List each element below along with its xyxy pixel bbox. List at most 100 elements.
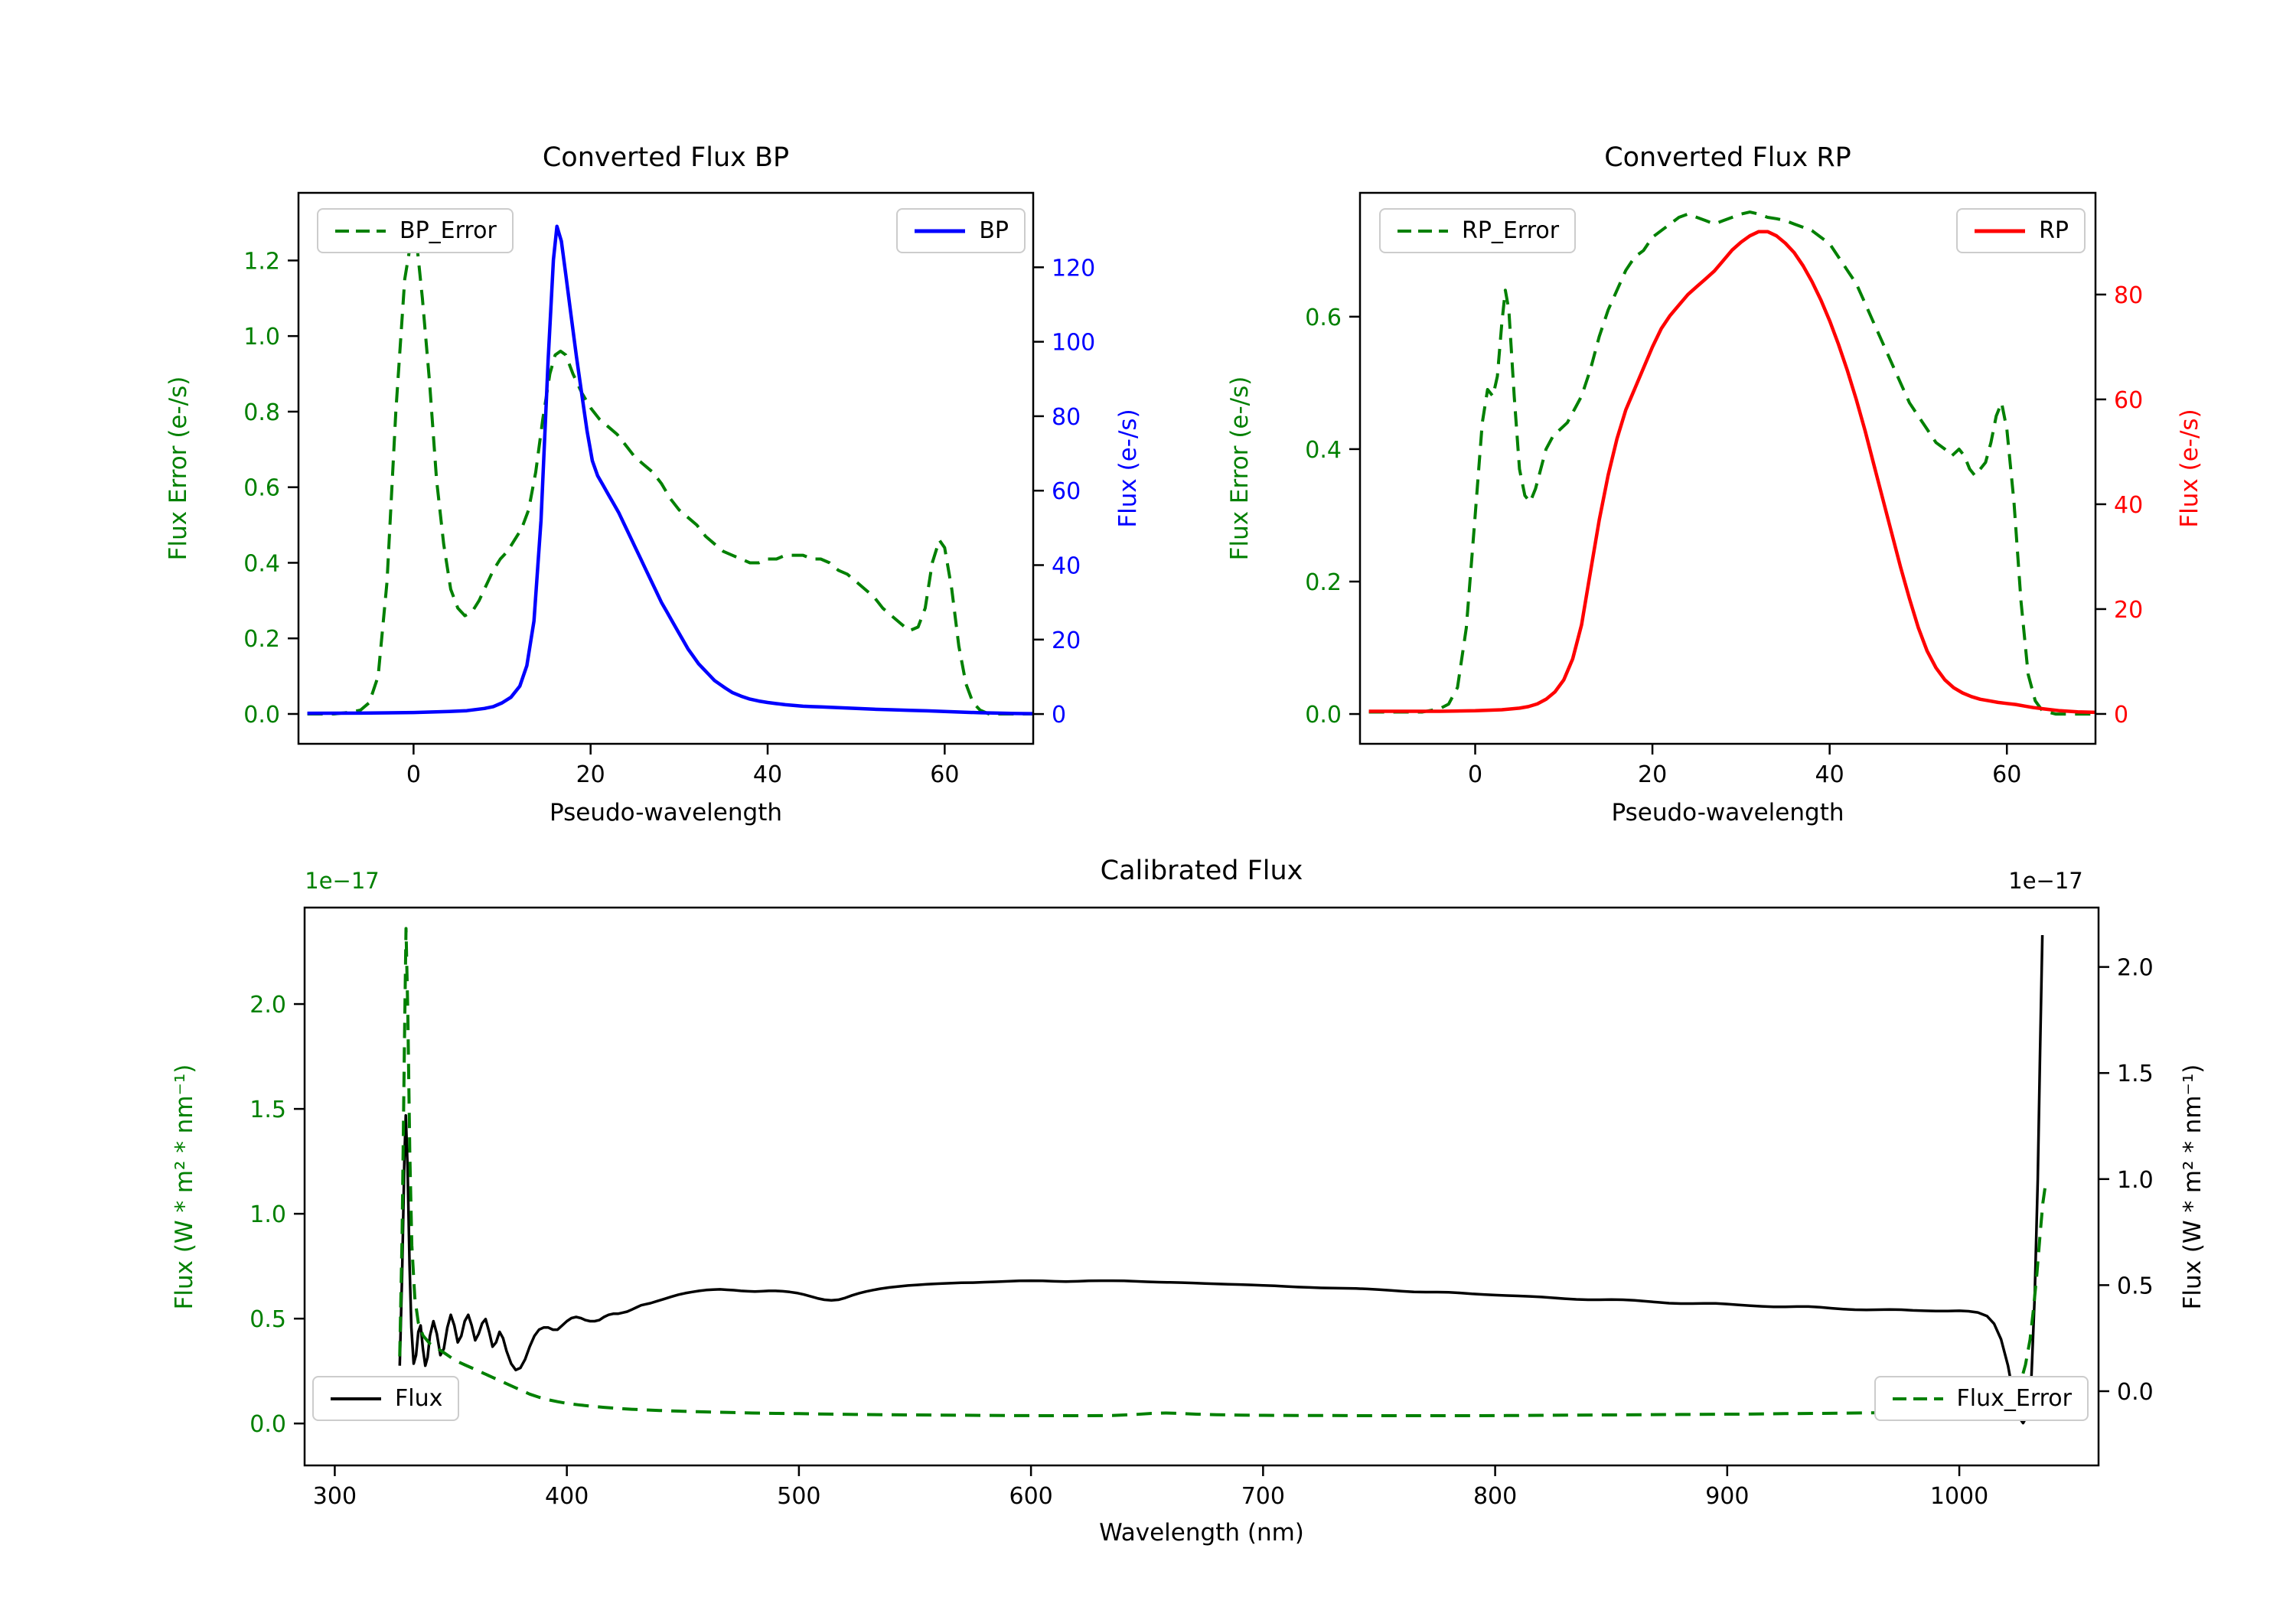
legend-rp: RP	[1956, 208, 2086, 253]
series-line-RP_Error	[1368, 210, 2095, 716]
legend-bp-error: BP_Error	[317, 208, 514, 253]
right-tick-label: 60	[2114, 387, 2143, 414]
legend-label-rp: RP	[2039, 217, 2069, 244]
ylabel-rp-error: Flux Error (e-/s)	[1226, 376, 1254, 561]
left-axis-ticks: 0.0 0.2 0.4 0.6 0.8 1.0 1.2	[243, 248, 298, 729]
ylabel-bp-flux: Flux (e-/s)	[1114, 409, 1142, 528]
series-line-Flux	[398, 934, 2044, 1425]
left-tick-label: 0.4	[1305, 437, 1342, 464]
chart-title-calibrated: Calibrated Flux	[1100, 856, 1303, 886]
legend-label-bp-error: BP_Error	[400, 217, 497, 244]
left-tick-label: 1.2	[243, 248, 280, 275]
right-tick-label: 0	[1052, 702, 1066, 729]
left-tick-label: 0.5	[249, 1306, 286, 1333]
ylabel-cal-left: Flux (W * m² * nm⁻¹)	[171, 1064, 198, 1310]
left-tick-label: 1.0	[249, 1201, 286, 1228]
x-tick-label: 60	[1992, 761, 2021, 788]
legend-label-flux: Flux	[395, 1385, 443, 1412]
left-tick-label: 0.0	[243, 702, 280, 729]
left-tick-label: 0.6	[243, 475, 280, 502]
left-axis-ticks: 0.0 0.2 0.4 0.6	[1305, 305, 1360, 729]
left-tick-label: 0.8	[243, 399, 280, 426]
xlabel-bp: Pseudo-wavelength	[549, 799, 782, 826]
xlabel-rp: Pseudo-wavelength	[1611, 799, 1844, 826]
right-tick-label: 80	[2114, 282, 2143, 309]
right-tick-label: 40	[1052, 553, 1081, 579]
legend-rp-error: RP_Error	[1379, 208, 1577, 253]
left-tick-label: 1.5	[249, 1097, 286, 1123]
x-tick-label: 0	[406, 761, 421, 788]
right-tick-label: 1.0	[2117, 1167, 2154, 1194]
right-tick-label: 100	[1052, 330, 1095, 357]
left-axis-ticks: 0.0 0.5 1.0 1.5 2.0	[249, 992, 305, 1438]
left-tick-label: 0.2	[1305, 569, 1342, 596]
xlabel-calibrated: Wavelength (nm)	[1099, 1519, 1304, 1547]
x-tick-label: 900	[1705, 1483, 1749, 1510]
legend-bp: BP	[896, 208, 1026, 253]
series-line-Flux_Error	[398, 927, 2047, 1417]
right-axis-ticks: 0 20 40 60 80	[2095, 282, 2143, 729]
x-tick-label: 40	[753, 761, 782, 788]
left-tick-label: 0.4	[243, 550, 280, 577]
dashed-line-icon	[1892, 1397, 1943, 1400]
right-axis-ticks: 0 20 40 60 80 100 120	[1033, 255, 1095, 729]
right-tick-label: 60	[1052, 478, 1081, 505]
x-axis-ticks: 0 20 40 60	[406, 744, 959, 788]
x-tick-label: 700	[1241, 1483, 1285, 1510]
right-tick-label: 1.5	[2117, 1061, 2154, 1087]
series-line-RP	[1368, 230, 2095, 715]
solid-line-icon	[1975, 229, 2026, 233]
left-tick-label: 0.6	[1305, 305, 1342, 331]
series-line-BP_Error	[307, 236, 1033, 715]
left-tick-label: 0.0	[249, 1411, 286, 1438]
ylabel-cal-right: Flux (W * m² * nm⁻¹)	[2179, 1064, 2206, 1310]
right-tick-label: 120	[1052, 255, 1095, 282]
ylabel-bp-error: Flux Error (e-/s)	[165, 376, 192, 561]
right-tick-label: 2.0	[2117, 955, 2154, 982]
x-axis-ticks: 0 20 40 60	[1468, 744, 2021, 788]
solid-line-icon	[915, 229, 966, 233]
dashed-line-icon	[1397, 229, 1448, 233]
legend-label-rp-error: RP_Error	[1462, 217, 1560, 244]
solid-line-icon	[331, 1397, 381, 1400]
plot-frame	[1358, 191, 2097, 745]
x-tick-label: 20	[1638, 761, 1667, 788]
chart-title-rp: Converted Flux RP	[1604, 142, 1851, 173]
left-tick-label: 1.0	[243, 324, 280, 350]
legend-label-flux-error: Flux_Error	[1956, 1385, 2072, 1412]
plot-frame	[303, 906, 2100, 1467]
x-tick-label: 800	[1473, 1483, 1517, 1510]
legend-flux: Flux	[312, 1376, 460, 1421]
right-tick-label: 40	[2114, 492, 2143, 519]
left-tick-label: 2.0	[249, 992, 286, 1019]
right-tick-label: 80	[1052, 404, 1081, 431]
right-tick-label: 20	[1052, 627, 1081, 654]
right-tick-label: 20	[2114, 597, 2143, 624]
series-line-BP	[307, 224, 1033, 715]
right-tick-label: 0	[2114, 702, 2128, 729]
right-tick-label: 0.0	[2117, 1379, 2154, 1406]
left-tick-label: 0.2	[243, 626, 280, 653]
legend-flux-error: Flux_Error	[1874, 1376, 2089, 1421]
x-tick-label: 300	[313, 1483, 357, 1510]
axis-offset-right: 1e−17	[2008, 868, 2083, 894]
x-tick-label: 60	[930, 761, 959, 788]
right-tick-label: 0.5	[2117, 1273, 2154, 1299]
x-tick-label: 400	[545, 1483, 589, 1510]
ylabel-rp-flux: Flux (e-/s)	[2176, 409, 2203, 528]
plot-frame	[297, 191, 1035, 745]
dashed-line-icon	[335, 229, 386, 233]
left-tick-label: 0.0	[1305, 702, 1342, 729]
x-tick-label: 600	[1009, 1483, 1052, 1510]
axis-offset-left: 1e−17	[305, 868, 380, 894]
x-tick-label: 40	[1815, 761, 1844, 788]
x-tick-label: 500	[777, 1483, 820, 1510]
right-axis-ticks: 0.0 0.5 1.0 1.5 2.0	[2099, 955, 2154, 1406]
chart-title-bp: Converted Flux BP	[542, 142, 790, 173]
x-axis-ticks: 300 400 500 600 700 800 900 1000	[313, 1465, 1988, 1510]
legend-label-bp: BP	[979, 217, 1009, 244]
x-tick-label: 1000	[1930, 1483, 1988, 1510]
x-tick-label: 0	[1468, 761, 1482, 788]
